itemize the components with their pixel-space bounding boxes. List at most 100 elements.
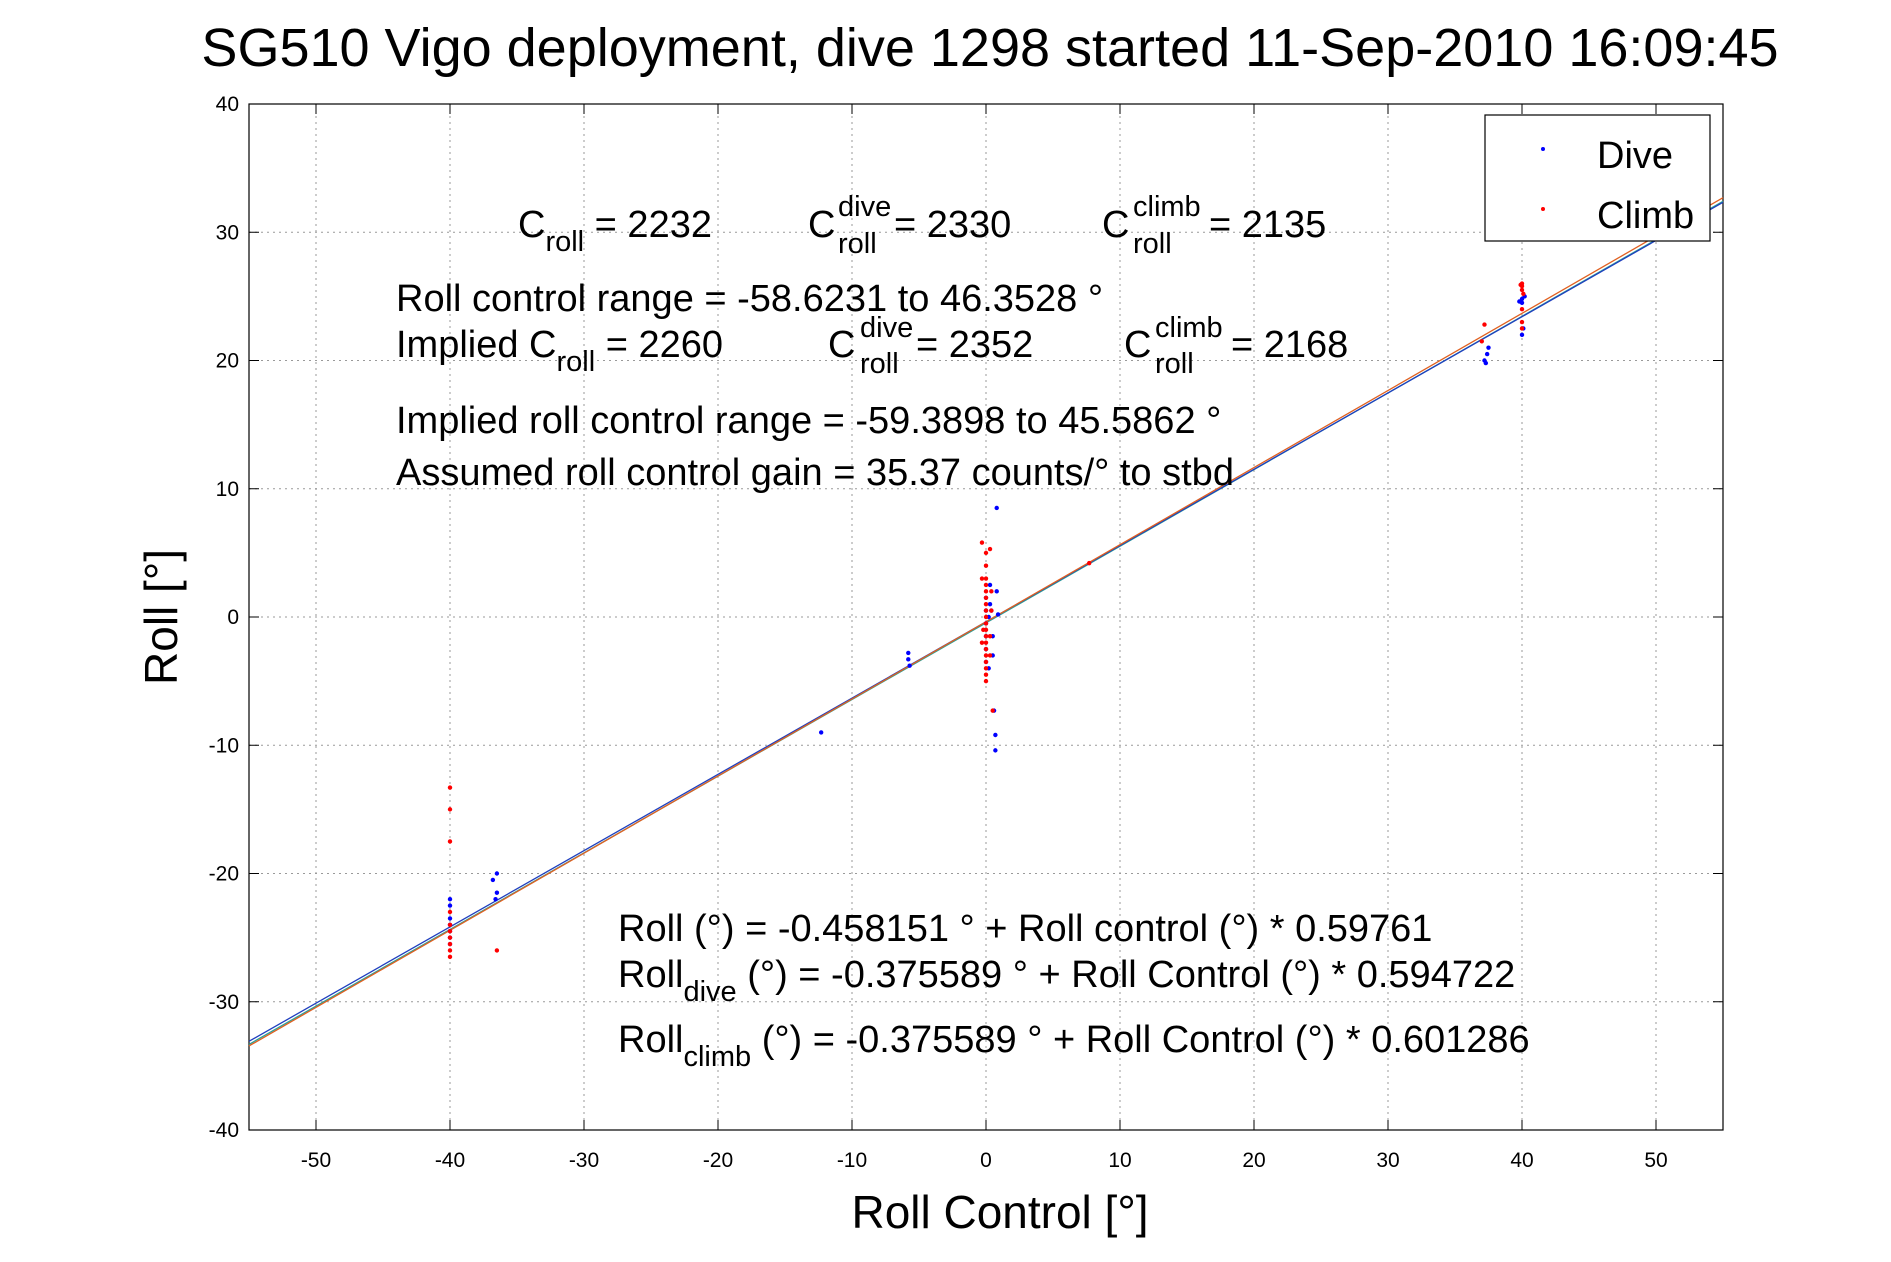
implied-c-dive-label: C <box>828 324 855 366</box>
dive-point <box>493 896 498 902</box>
x-tick-label: 50 <box>1644 1149 1667 1172</box>
y-tick-label: -40 <box>209 1119 239 1142</box>
calibration-annotations: Croll = 2232 C dive roll = 2330 C climb … <box>396 191 1530 1073</box>
y-tick-label: -30 <box>209 991 239 1014</box>
roll-control-range: Roll control range = -58.6231 to 46.3528… <box>396 278 1103 320</box>
x-tick-label: 20 <box>1242 1149 1265 1172</box>
c-roll-subscript: roll <box>545 226 584 258</box>
climb-point <box>983 614 989 620</box>
dive-point <box>494 871 500 876</box>
climb-point <box>1519 307 1525 312</box>
climb-point <box>983 576 989 581</box>
c-climb-superscript: climb <box>1133 191 1201 223</box>
legend-dive-marker <box>1541 147 1545 151</box>
climb-point <box>983 589 989 594</box>
c-climb-subscript: roll <box>1133 228 1172 260</box>
climb-point <box>447 909 453 915</box>
climb-point <box>1521 291 1526 297</box>
climb-point <box>983 672 989 677</box>
x-tick-label: 30 <box>1376 1149 1399 1172</box>
implied-c-dive-superscript: dive <box>860 312 913 344</box>
climb-point <box>447 941 453 947</box>
c-dive-superscript: dive <box>838 191 891 223</box>
c-dive-value: = 2330 <box>894 204 1011 246</box>
climb-point <box>983 582 989 588</box>
climb-point <box>983 601 989 607</box>
c-dive-label: C <box>808 204 835 246</box>
legend-box <box>1484 114 1711 242</box>
climb-point <box>1519 319 1525 325</box>
x-tick-label: -30 <box>569 1149 599 1172</box>
climb-point <box>983 666 989 671</box>
climb-point <box>1519 326 1525 331</box>
dive-point <box>907 663 912 668</box>
x-tick-label: -20 <box>703 1149 733 1172</box>
climb-point <box>983 634 989 639</box>
fit-equation-dive: Rolldive (°) = -0.375589 ° + Roll Contro… <box>618 954 1515 1008</box>
y-axis-label: Roll [°] <box>135 549 187 685</box>
dive-point <box>994 505 999 511</box>
climb-point <box>447 935 453 940</box>
legend-climb-label: Climb <box>1597 195 1694 237</box>
climb-point <box>983 595 989 600</box>
fit-equation-dive-subscript: dive <box>683 976 736 1008</box>
climb-point <box>983 608 989 613</box>
climb-point <box>447 807 453 812</box>
implied-c-roll-value: = 2260 <box>595 324 723 366</box>
implied-c-climb-subscript: roll <box>1155 348 1194 380</box>
climb-point <box>494 948 500 953</box>
y-tick-labels: -40 -30 -20 -10 0 10 20 30 40 <box>209 93 239 1142</box>
fit-equation-climb: Rollclimb (°) = -0.375589 ° + Roll Contr… <box>618 1019 1530 1073</box>
climb-point <box>447 785 453 790</box>
climb-point <box>983 640 989 645</box>
climb-point <box>983 646 989 652</box>
dive-point <box>1483 360 1489 366</box>
climb-point <box>447 948 453 953</box>
dive-point <box>987 601 993 607</box>
climb-point <box>983 653 989 658</box>
climb-point <box>990 708 995 713</box>
y-tick-label: 20 <box>216 350 239 373</box>
climb-point <box>979 576 985 581</box>
climb-point <box>989 608 994 613</box>
climb-point <box>983 678 989 684</box>
implied-c-climb-value: = 2168 <box>1231 324 1348 366</box>
dive-point <box>1519 332 1525 338</box>
implied-c-climb-superscript: climb <box>1155 312 1223 344</box>
climb-point <box>447 954 453 960</box>
c-climb-label: C <box>1102 204 1129 246</box>
climb-point <box>1519 287 1525 293</box>
climb-point <box>987 634 993 639</box>
c-dive-subscript: roll <box>838 228 877 260</box>
climb-point <box>987 546 993 552</box>
dive-point <box>906 650 911 656</box>
c-roll-value: = 2232 <box>584 204 712 246</box>
c-roll-symbol: C <box>518 204 545 246</box>
x-axis-label: Roll Control [°] <box>851 1186 1148 1238</box>
implied-c-roll-label: Implied C <box>396 324 557 366</box>
implied-c-roll-subscript: roll <box>557 346 596 378</box>
chart-title: SG510 Vigo deployment, dive 1298 started… <box>201 18 1778 78</box>
climb-point <box>447 839 453 844</box>
climb-point <box>1479 339 1485 344</box>
climb-point <box>981 627 986 633</box>
implied-c-climb-label: C <box>1124 324 1151 366</box>
climb-point <box>987 653 993 658</box>
assumed-roll-control-gain: Assumed roll control gain = 35.37 counts… <box>396 452 1234 494</box>
climb-point <box>1086 560 1092 566</box>
climb-point <box>983 550 989 556</box>
fit-equation-all: Roll (°) = -0.458151 ° + Roll control (°… <box>618 908 1432 950</box>
climb-point <box>1482 322 1487 327</box>
dive-point <box>994 589 999 594</box>
x-tick-label: 10 <box>1108 1149 1131 1172</box>
climb-point <box>979 640 985 645</box>
fit-equation-dive-prefix: Roll <box>618 954 683 996</box>
climb-point <box>983 563 989 568</box>
implied-c-roll: Implied Croll = 2260 <box>396 324 723 378</box>
axis-ticks <box>249 103 1723 1131</box>
dive-point <box>447 896 453 902</box>
climb-point <box>447 922 453 927</box>
x-tick-label: -10 <box>837 1149 867 1172</box>
dive-point <box>490 877 496 883</box>
